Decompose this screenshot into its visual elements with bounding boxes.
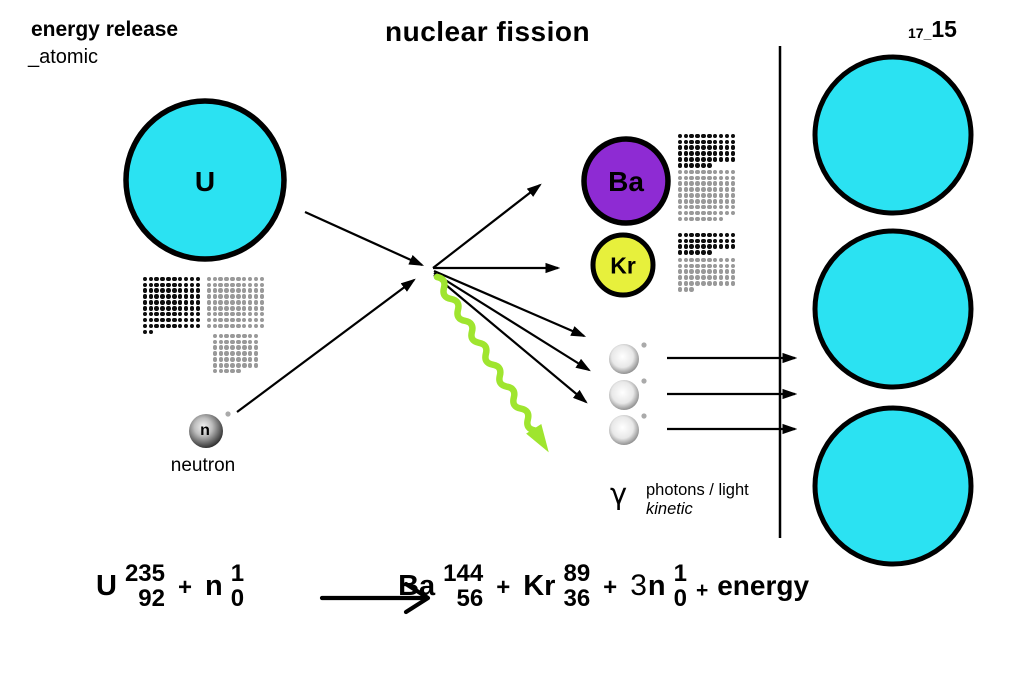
uranium-symbol: U <box>194 166 216 197</box>
equation-ba-symbol: Ba <box>398 569 436 602</box>
equation-3n-symbol: n <box>647 569 666 602</box>
equation-kr-numbers: 89 36 <box>563 560 591 613</box>
equation-u-numbers: 235 92 <box>124 560 165 613</box>
equation-u-symbol: U <box>96 569 117 602</box>
equation-n-symbol: n <box>205 569 223 602</box>
equation-arrow <box>319 581 431 615</box>
arrow-fission-to-neutron-2 <box>433 272 591 372</box>
equation-plus-2: + <box>496 574 511 602</box>
arrow-fission-to-barium <box>432 183 542 269</box>
uranium-neutrons-b <box>212 333 260 374</box>
equation-product-neutrons: 3 n 1 0 <box>630 560 687 613</box>
equation-n-atomic: 0 <box>230 585 245 613</box>
product-atom-circle-3 <box>812 405 974 567</box>
energy-release-label: energy release <box>31 18 179 41</box>
krypton-symbol: Kr <box>610 252 636 279</box>
released-neutron-sphere-1 <box>609 344 639 374</box>
equation-reactant-neutron: n 1 0 <box>205 560 245 613</box>
krypton-neutrons <box>677 257 737 292</box>
figure-reference-number: 15 <box>931 16 957 42</box>
uranium-circle <box>123 98 287 262</box>
equation-ba-atomic: 56 <box>456 585 484 613</box>
neutron-caption: neutron <box>170 455 236 476</box>
gamma-caption-photons: photons / light <box>646 481 749 499</box>
equation-plus-3: + <box>603 574 618 602</box>
barium-symbol: Ba <box>608 166 644 197</box>
krypton-circle <box>590 232 656 298</box>
uranium-neutrons-a <box>206 276 266 329</box>
equation-3n-mass: 1 <box>673 560 687 587</box>
barium-neutrons <box>677 169 737 222</box>
arrow-neutron-to-fission <box>236 278 416 413</box>
released-neutron-satellite-1 <box>641 342 647 348</box>
equation-u-mass: 235 <box>124 560 165 587</box>
equation-reactant-uranium: U 235 92 <box>96 560 165 613</box>
gamma-wavy-arrow <box>433 273 549 453</box>
released-neutron-satellite-2 <box>641 378 647 384</box>
barium-protons <box>677 133 737 168</box>
arrow-fission-to-neutron-1 <box>433 269 587 338</box>
arrow-uranium-to-fission <box>304 210 425 267</box>
equation-product-krypton: Kr 89 36 <box>523 560 591 613</box>
equation-kr-mass: 89 <box>563 560 591 587</box>
released-neutron-sphere-2 <box>609 380 639 410</box>
page-title: nuclear fission <box>385 16 591 47</box>
equation-kr-symbol: Kr <box>523 569 556 602</box>
equation-n-numbers: 1 0 <box>230 560 245 613</box>
gamma-arrowhead <box>526 423 549 453</box>
barium-circle <box>581 136 671 226</box>
equation-plus-4: + <box>695 579 709 603</box>
equation-3n-atomic: 0 <box>673 585 687 613</box>
neutron-symbol: n <box>200 422 210 439</box>
neutron-sphere <box>189 414 223 448</box>
equation-n-mass: 1 <box>230 560 245 587</box>
neutron-satellite-dot <box>225 411 231 417</box>
gamma-wave-path <box>433 273 539 434</box>
arrow-fission-to-neutron-3 <box>433 274 588 404</box>
equation-plus-1: + <box>178 574 193 602</box>
product-atom-circle-1 <box>812 54 974 216</box>
krypton-protons <box>677 232 737 256</box>
atomic-label: _atomic <box>28 46 99 68</box>
uranium-protons <box>142 276 202 335</box>
gamma-symbol: γ <box>610 477 628 511</box>
equation-kr-atomic: 36 <box>563 585 591 613</box>
equation-product-barium: Ba 144 56 <box>398 560 484 613</box>
product-atom-circle-2 <box>812 228 974 390</box>
equation-energy: energy <box>717 570 810 602</box>
released-neutron-satellite-3 <box>641 413 647 419</box>
released-neutron-sphere-3 <box>609 415 639 445</box>
figure-reference: 17_ 15 <box>908 16 957 43</box>
equation-ba-numbers: 144 56 <box>443 560 484 613</box>
gamma-caption-kinetic: kinetic <box>646 500 693 518</box>
equation-ba-mass: 144 <box>443 560 484 587</box>
fission-arrows <box>236 183 798 435</box>
equation-3n-coefficient: 3 <box>630 569 647 603</box>
equation-3n-numbers: 1 0 <box>673 560 687 613</box>
equation-u-atomic: 92 <box>138 585 165 613</box>
figure-reference-prefix: 17_ <box>908 25 932 41</box>
fission-equation: U 235 92 + n 1 0 Ba 144 56 + Kr 89 36 + … <box>96 560 810 613</box>
